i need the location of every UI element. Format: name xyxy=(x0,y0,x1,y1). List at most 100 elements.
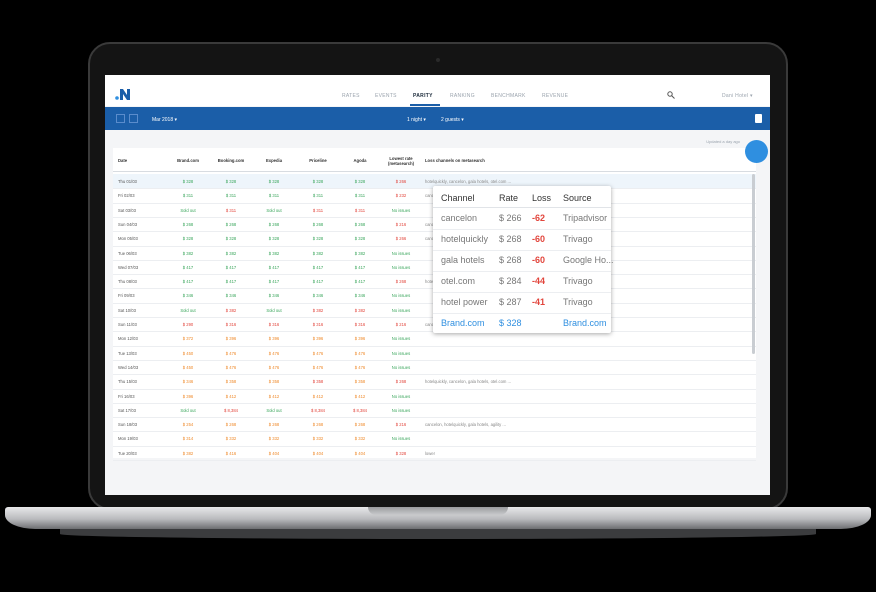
table-cell: $ 311 xyxy=(225,193,237,199)
popup-row-line xyxy=(433,271,611,272)
table-cell: $ 328 xyxy=(268,179,280,184)
table-header: Brand.com xyxy=(177,158,199,163)
table-cell: $ 268 xyxy=(312,221,324,227)
table-cell: No issues xyxy=(391,336,411,342)
table-cell: $ 382 xyxy=(182,250,194,256)
month-select[interactable]: Mar 2018 ▾ xyxy=(152,117,178,123)
table-cell: $ 396 xyxy=(268,336,280,342)
table-cell: $ 412 xyxy=(312,393,324,399)
nav-item[interactable]: RATES xyxy=(342,93,360,99)
date-cell: Tue 20/03 xyxy=(118,450,137,456)
table-cell: $ 314 xyxy=(182,436,194,442)
table-cell: No issues xyxy=(391,250,411,256)
updated-note: Updated a day ago xyxy=(706,139,740,144)
table-cell: $ 476 xyxy=(225,364,237,370)
popup-cell: cancelon xyxy=(441,213,478,223)
table-cell: $ 412 xyxy=(268,393,280,399)
laptop-notch xyxy=(368,507,508,515)
next-button[interactable] xyxy=(129,114,138,123)
prev-button[interactable] xyxy=(116,114,125,123)
guests-select[interactable]: 2 guests ▾ xyxy=(441,117,464,123)
table-cell: $ 396 xyxy=(354,336,366,342)
table-cell: $ 216 xyxy=(395,422,407,428)
date-cell: Tue 06/03 xyxy=(118,250,137,256)
table-cell: $ 254 xyxy=(182,422,194,428)
date-cell: Tue 13/03 xyxy=(118,350,137,356)
table-cell: $ 416 xyxy=(225,450,237,456)
table-cell: $ 311 xyxy=(182,193,194,199)
date-cell: Mon 05/03 xyxy=(118,236,138,242)
table-cell: $ 266 xyxy=(395,236,407,242)
refresh-button[interactable] xyxy=(745,140,768,163)
popup-header-line xyxy=(433,207,611,208)
popup-cell: $ 284 xyxy=(499,276,522,286)
popup-cell: $ 287 xyxy=(499,297,522,307)
table-cell: $ 290 xyxy=(182,322,194,327)
date-cell: Wed 14/03 xyxy=(118,364,139,370)
screen: Dani Hotel ▾ RATES EVENTS PARITY RANKING BEN… xyxy=(105,75,770,495)
table-cell: $ 417 xyxy=(268,279,280,285)
table-cell: No issues xyxy=(391,293,411,299)
popup-cell: -41 xyxy=(532,297,546,307)
date-cell: Mon 19/03 xyxy=(118,436,138,442)
table-cell: Sold out xyxy=(180,307,196,313)
table-cell: $ 268 xyxy=(225,422,237,428)
nav-item[interactable]: REVENUE xyxy=(542,93,569,99)
date-cell: Sun 11/03 xyxy=(118,322,137,327)
table-cell: No issues xyxy=(391,393,411,399)
export-button[interactable] xyxy=(755,114,762,123)
table-cell: $ 382 xyxy=(312,250,324,256)
search-icon[interactable] xyxy=(667,91,675,99)
logo[interactable] xyxy=(115,87,131,101)
table-cell: $ 417 xyxy=(312,279,324,285)
table-cell: $ 417 xyxy=(312,264,324,270)
table-cell: $ 8,384 xyxy=(311,407,325,413)
table-cell: $ 358 xyxy=(312,379,324,385)
table-cell: $ 450 xyxy=(182,350,194,356)
table-cell: $ 404 xyxy=(268,450,280,456)
popup-cell: Trivago xyxy=(563,276,593,286)
table-cell: cancelon, hotelquickly, gala hotels, agi… xyxy=(425,422,506,428)
nav-item[interactable]: EVENTS xyxy=(375,93,397,99)
loss-popup: Channel Rate Loss Source cancelon $ 266 -62 Tri… xyxy=(433,186,614,333)
popup-cell: -60 xyxy=(532,255,546,265)
table-cell: Sold out xyxy=(180,207,196,213)
nav-item[interactable]: PARITY xyxy=(413,93,433,99)
table-header: Date xyxy=(118,158,128,163)
table-cell: $ 332 xyxy=(225,436,237,442)
popup-cell: $ 266 xyxy=(499,213,522,223)
date-cell: Thu 15/03 xyxy=(118,379,137,385)
popup-row-line xyxy=(433,250,611,251)
date-cell: Sat 10/03 xyxy=(118,307,136,313)
table-cell: $ 404 xyxy=(312,450,324,456)
popup-header: Rate xyxy=(499,193,519,203)
row-line xyxy=(113,445,756,447)
table-cell: $ 476 xyxy=(312,350,324,356)
table-cell: $ 268 xyxy=(312,422,324,428)
table-cell: $ 328 xyxy=(225,179,237,184)
table-cell: Sold out xyxy=(266,307,282,313)
user-menu[interactable]: Dani Hotel ▾ xyxy=(722,93,753,99)
row-line xyxy=(113,345,756,347)
nights-select[interactable]: 1 night ▾ xyxy=(407,117,426,123)
table-cell: $ 311 xyxy=(312,193,324,199)
table-cell: $ 316 xyxy=(268,322,280,327)
laptop-shadow xyxy=(60,529,816,539)
table-cell: $ 358 xyxy=(268,379,280,385)
table-cell: $ 476 xyxy=(225,350,237,356)
nav-item[interactable]: BENCHMARK xyxy=(491,93,526,99)
table-cell: No issues xyxy=(391,207,411,213)
table-cell: $ 216 xyxy=(395,221,407,227)
table-cell: $ 316 xyxy=(312,322,324,327)
nav-item[interactable]: RANKING xyxy=(450,93,475,99)
table-cell: $ 417 xyxy=(354,279,366,285)
table-cell: $ 346 xyxy=(268,293,280,299)
table-cell: $ 328 xyxy=(354,236,366,242)
table-header: Loss channels on metasearch xyxy=(425,158,485,163)
laptop-base xyxy=(5,507,871,529)
table-cell: lower xyxy=(425,450,436,456)
popup-cell: Trivago xyxy=(563,234,593,244)
table-cell: Sold out xyxy=(266,207,282,213)
table-cell: hotelquickly, cancelon, gala hotels, ote… xyxy=(425,379,512,385)
row-line xyxy=(113,460,756,461)
